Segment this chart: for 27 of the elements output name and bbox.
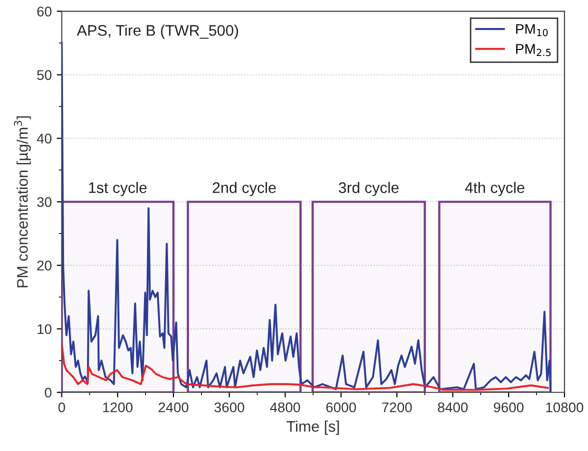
x-tick-label: 7200 bbox=[382, 402, 412, 412]
y-tick-label: 30 bbox=[37, 197, 52, 207]
band-label: 4th cycle bbox=[465, 182, 524, 196]
legend-label: PM$_{10}$ bbox=[516, 24, 548, 36]
x-tick-label: 6000 bbox=[326, 402, 356, 412]
text: APS, Tire B (TWR_500) bbox=[76, 24, 238, 39]
band-label: 3rd cycle bbox=[338, 182, 399, 196]
x-axis-title: Time [s] bbox=[286, 420, 339, 435]
band-label: 2nd cycle bbox=[212, 182, 276, 196]
y-tick-label: 40 bbox=[36, 134, 52, 144]
y-tick-label: 20 bbox=[37, 260, 52, 271]
band-label: 1st cycle bbox=[89, 182, 147, 196]
legend-label: PM$_{2.5}$ bbox=[516, 44, 551, 56]
y-tick-label: 10 bbox=[38, 324, 52, 334]
y-tick-label: 0 bbox=[44, 388, 52, 398]
y-axis-title: PM concentration [µg/m$^{3}$] bbox=[14, 116, 31, 288]
x-tick-label: 4800 bbox=[270, 402, 300, 412]
x-tick-label: 9600 bbox=[494, 402, 524, 412]
x-tick-label: 0 bbox=[58, 402, 66, 412]
x-tick-label: 10800 bbox=[546, 402, 584, 412]
x-tick-label: 8400 bbox=[438, 402, 468, 412]
x-tick-label: 1200 bbox=[103, 402, 133, 412]
x-tick-label: 2400 bbox=[158, 402, 188, 412]
x-tick-label: 3600 bbox=[214, 402, 244, 412]
line-series bbox=[62, 342, 549, 391]
y-tick-label: 50 bbox=[37, 70, 52, 80]
y-tick-label: 60 bbox=[37, 6, 52, 16]
